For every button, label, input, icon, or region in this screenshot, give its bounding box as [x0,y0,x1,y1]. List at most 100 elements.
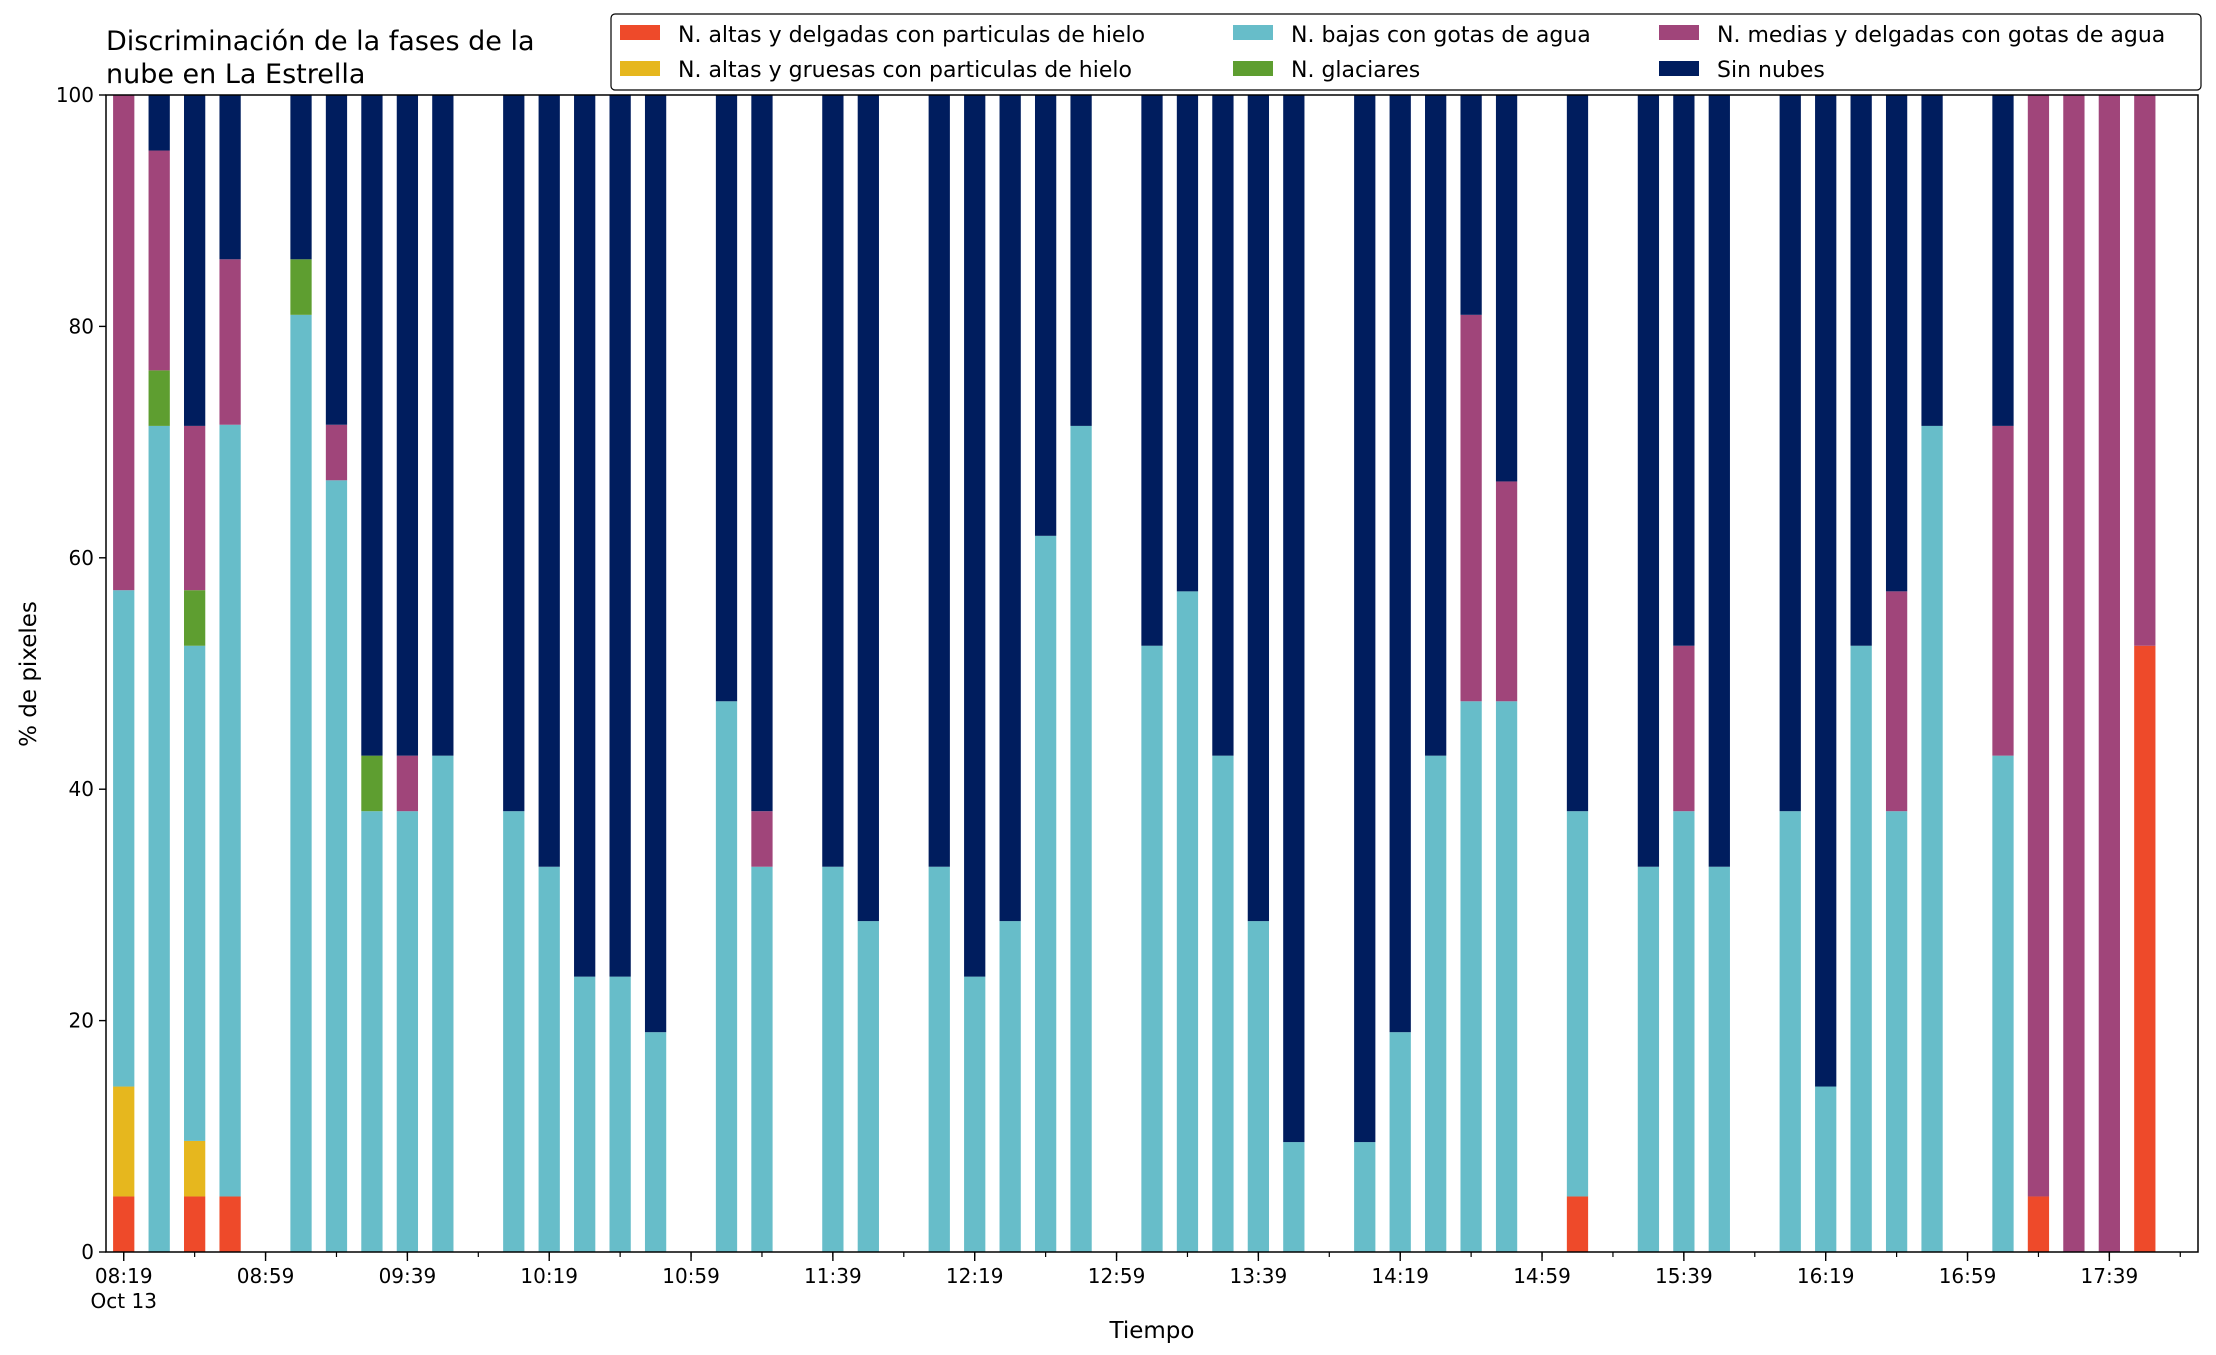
bar-segment [503,95,525,812]
legend-swatch-altas-delgadas [620,25,660,40]
bar-segment [644,95,667,1033]
legend-label-altas-delgadas: N. altas y delgadas con particulas de hi… [678,23,1145,48]
bar-segment [184,1196,206,1252]
bar-segment [2063,95,2085,1252]
legend-swatch-bajas-agua [1233,25,1273,40]
bar-segment [1034,95,1057,536]
bar-segment [219,95,241,260]
bar-segment [1566,811,1589,1197]
legend-label-sin-nubes: Sin nubes [1717,58,1825,83]
bar-segment [184,425,206,591]
bar-segment [432,755,454,1252]
legend-swatch-sin-nubes [1659,61,1699,76]
bar-segment [2027,1196,2050,1252]
bar-segment [1283,95,1305,1143]
bar-segment [503,811,525,1252]
bar-segment [148,150,170,371]
bars-layer [113,95,2156,1253]
bar-segment [1779,95,1801,812]
y-axis: 0 20 40 60 80 100 [56,83,106,1264]
legend-label-bajas-agua: N. bajas con gotas de agua [1291,23,1591,48]
bar-segment [290,314,312,1253]
y-tick-label: 60 [69,546,94,570]
bar-segment [538,95,560,867]
bar-segment [148,370,170,426]
x-tick-label: 12:19 [946,1264,1004,1288]
legend: N. altas y delgadas con particulas de hi… [610,13,2202,91]
x-tick-label: 16:59 [1939,1264,1997,1288]
bar-segment [715,701,738,1252]
bar-segment [574,95,596,977]
bar-segment [1637,866,1660,1252]
bar-segment [2134,95,2156,646]
legend-item-medias-agua: N. medias y delgadas con gotas de agua [1659,23,2165,48]
x-tick-label: 14:59 [1513,1264,1571,1288]
bar-segment [1815,95,1837,1087]
bar-segment [928,95,950,867]
bar-segment [113,1086,135,1197]
legend-item-altas-delgadas: N. altas y delgadas con particulas de hi… [620,23,1145,48]
bar-segment [1034,535,1057,1252]
legend-item-bajas-agua: N. bajas con gotas de agua [1233,23,1591,48]
bar-segment [928,866,950,1252]
bar-segment [1992,755,2014,1252]
y-axis-label: % de pixeles [16,601,42,747]
bar-segment [184,1140,206,1197]
bar-segment [857,921,879,1252]
bar-segment [361,811,383,1252]
bar-segment [325,95,348,425]
bar-segment [1495,481,1518,702]
bar-segment [1212,95,1234,756]
legend-swatch-glaciares [1233,61,1273,76]
bar-segment [1354,95,1376,1143]
x-tick-label: 10:59 [662,1264,720,1288]
bar-segment [1389,95,1411,1033]
bar-segment [822,866,844,1252]
bar-segment [325,424,348,481]
x-tick-label: 09:39 [379,1264,437,1288]
x-tick-label: 12:59 [1088,1264,1146,1288]
bar-segment [538,866,560,1252]
bar-segment [1885,95,1908,592]
y-tick-label: 80 [69,314,94,338]
bar-segment [184,590,206,646]
y-tick-label: 40 [69,777,94,801]
bar-segment [1460,701,1482,1252]
bar-segment [1885,591,1908,812]
bar-segment [644,1032,667,1252]
bar-segment [1141,645,1163,1252]
bar-segment [1460,314,1482,702]
bar-segment [148,425,170,1252]
bar-segment [290,95,312,260]
bar-segment [1425,95,1447,756]
bar-segment [361,755,383,812]
bar-segment [1708,866,1730,1252]
plot-area-frame [105,94,2199,1253]
bar-segment [2134,645,2156,1252]
bar-segment [751,866,773,1252]
bar-segment [751,95,773,812]
x-tick-label: 13:39 [1230,1264,1288,1288]
bar-segment [1992,95,2014,426]
bar-segment [290,259,312,315]
bar-segment [1212,755,1234,1252]
bar-segment [1885,811,1908,1252]
bar-segment [1708,95,1730,867]
bar-segment [1992,425,2014,756]
bar-segment [396,95,419,756]
legend-label-altas-gruesas: N. altas y gruesas con particulas de hie… [678,58,1132,83]
bar-segment [1637,95,1660,867]
bar-segment [1389,1032,1411,1252]
bar-segment [184,95,206,426]
bar-segment [964,95,986,977]
bar-segment [361,95,383,756]
bar-segment [1495,95,1518,482]
x-axis-label: Tiempo [1109,1318,1195,1344]
x-tick-label: 14:19 [1371,1264,1429,1288]
bar-segment [1850,645,1872,1252]
bar-segment [219,1196,241,1252]
bar-segment [999,921,1021,1252]
legend-swatch-medias-agua [1659,25,1699,40]
y-tick-label: 20 [69,1009,94,1033]
y-tick-label: 100 [56,83,94,107]
